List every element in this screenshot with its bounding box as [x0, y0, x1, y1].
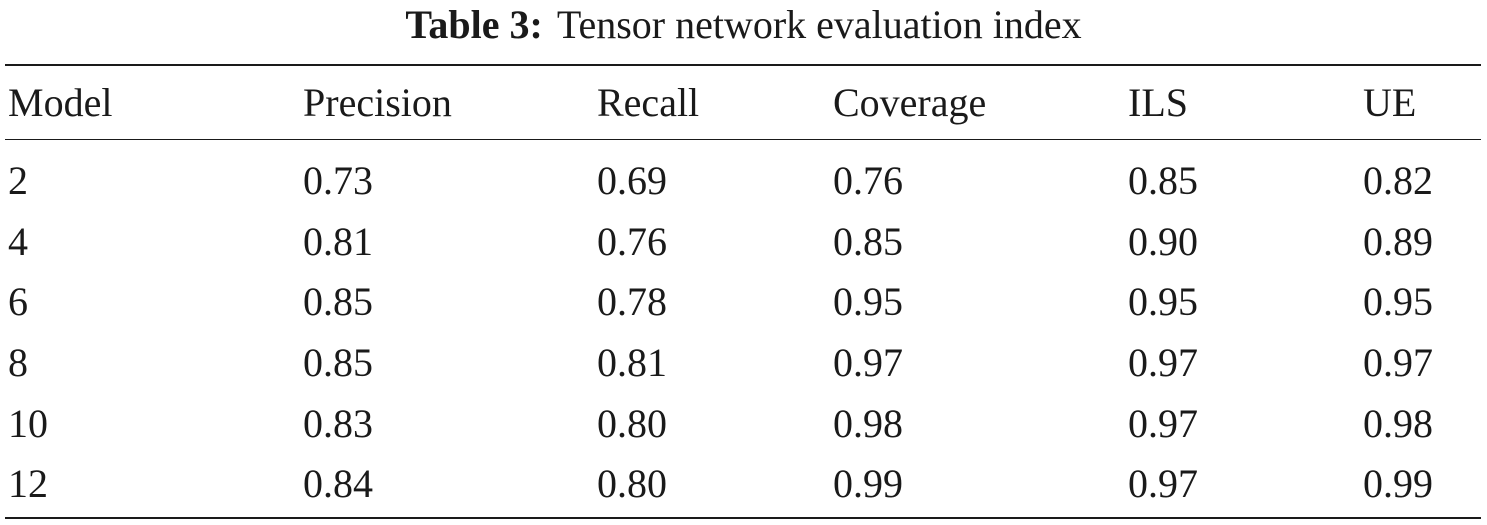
- cell-model: 10: [8, 401, 48, 446]
- table-row: 8 0.85 0.81 0.97 0.97 0.97: [0, 334, 1487, 392]
- table-header-rule: [5, 139, 1481, 140]
- cell-ils: 0.90: [1128, 219, 1198, 264]
- cell-ils: 0.97: [1128, 340, 1198, 385]
- table-caption-label: Table 3:: [405, 2, 543, 47]
- cell-model: 2: [8, 158, 28, 203]
- cell-ue: 0.97: [1363, 340, 1433, 385]
- table-row: 12 0.84 0.80 0.99 0.97 0.99: [0, 455, 1487, 513]
- table-top-rule: [5, 64, 1481, 66]
- cell-coverage: 0.85: [833, 219, 903, 264]
- cell-recall: 0.80: [597, 401, 667, 446]
- cell-ue: 0.98: [1363, 401, 1433, 446]
- cell-precision: 0.85: [303, 279, 373, 324]
- cell-precision: 0.83: [303, 401, 373, 446]
- header-coverage: Coverage: [833, 80, 987, 125]
- header-ils: ILS: [1128, 80, 1188, 125]
- header-recall: Recall: [597, 80, 700, 125]
- table-row: 6 0.85 0.78 0.95 0.95 0.95: [0, 273, 1487, 331]
- cell-recall: 0.69: [597, 158, 667, 203]
- table-row: 4 0.81 0.76 0.85 0.90 0.89: [0, 213, 1487, 271]
- cell-precision: 0.84: [303, 461, 373, 506]
- cell-coverage: 0.99: [833, 461, 903, 506]
- cell-ue: 0.95: [1363, 279, 1433, 324]
- cell-coverage: 0.98: [833, 401, 903, 446]
- table-row: 2 0.73 0.69 0.76 0.85 0.82: [0, 152, 1487, 210]
- cell-precision: 0.81: [303, 219, 373, 264]
- cell-ils: 0.85: [1128, 158, 1198, 203]
- cell-ue: 0.99: [1363, 461, 1433, 506]
- table-header-row: Model Precision Recall Coverage ILS UE: [0, 74, 1487, 132]
- cell-precision: 0.73: [303, 158, 373, 203]
- header-ue: UE: [1363, 80, 1417, 125]
- cell-ue: 0.82: [1363, 158, 1433, 203]
- cell-recall: 0.76: [597, 219, 667, 264]
- cell-ils: 0.97: [1128, 461, 1198, 506]
- cell-coverage: 0.97: [833, 340, 903, 385]
- table-bottom-rule: [5, 517, 1481, 519]
- header-precision: Precision: [303, 80, 452, 125]
- cell-recall: 0.81: [597, 340, 667, 385]
- cell-model: 8: [8, 340, 28, 385]
- cell-model: 6: [8, 279, 28, 324]
- cell-model: 4: [8, 219, 28, 264]
- table-caption: Table 3: Tensor network evaluation index: [0, 2, 1487, 48]
- cell-coverage: 0.76: [833, 158, 903, 203]
- cell-coverage: 0.95: [833, 279, 903, 324]
- table-row: 10 0.83 0.80 0.98 0.97 0.98: [0, 395, 1487, 453]
- table-caption-text: Tensor network evaluation index: [556, 2, 1082, 47]
- header-model: Model: [8, 80, 113, 125]
- cell-recall: 0.78: [597, 279, 667, 324]
- cell-ils: 0.97: [1128, 401, 1198, 446]
- cell-model: 12: [8, 461, 48, 506]
- cell-recall: 0.80: [597, 461, 667, 506]
- cell-precision: 0.85: [303, 340, 373, 385]
- cell-ue: 0.89: [1363, 219, 1433, 264]
- cell-ils: 0.95: [1128, 279, 1198, 324]
